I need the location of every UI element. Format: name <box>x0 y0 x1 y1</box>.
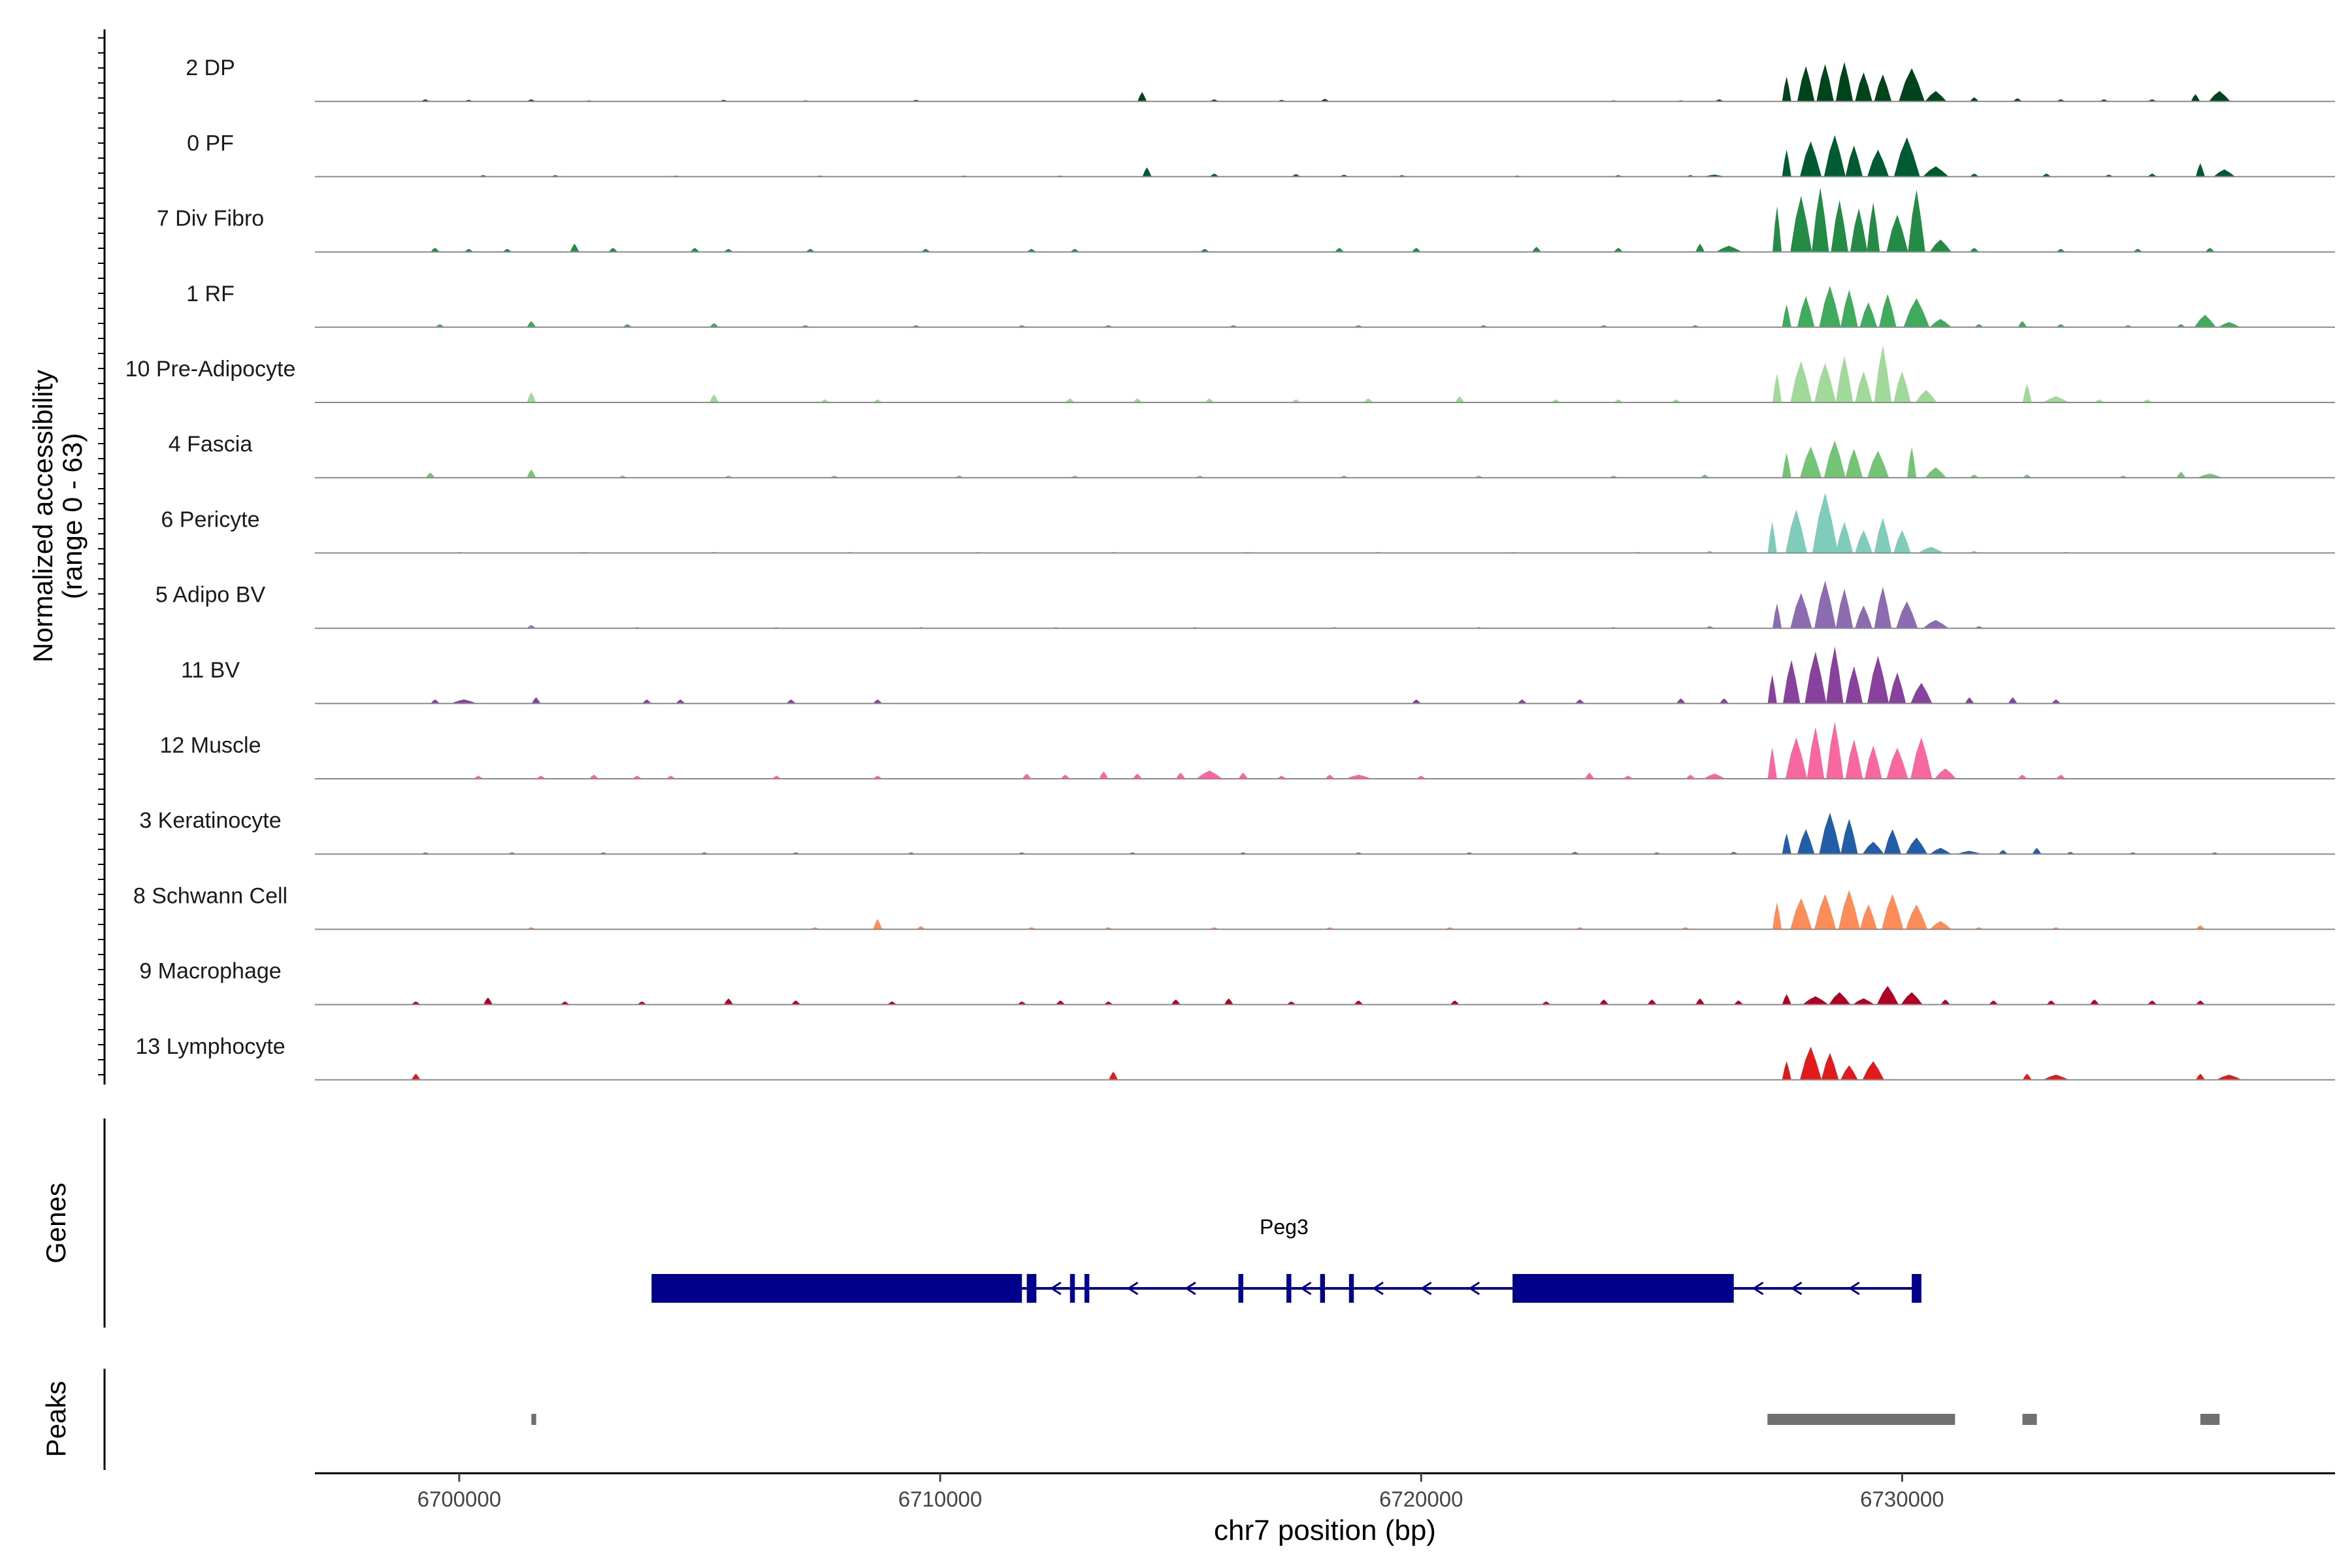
strand-arrow <box>1184 1281 1196 1296</box>
strand-arrow <box>1420 1281 1432 1296</box>
peak-region <box>2022 1414 2037 1425</box>
strand-arrow <box>1468 1281 1480 1296</box>
coverage-area <box>315 135 2335 177</box>
strand-arrow <box>1790 1281 1803 1296</box>
peak-region <box>1767 1414 1955 1425</box>
peaks-panel <box>531 1414 2220 1425</box>
strand-arrow <box>1299 1281 1312 1296</box>
coverage-tracks: 2 DP 0 PF 7 Div Fibro 1 RF 10 Pre-Adipocyte 4… <box>125 56 2335 1081</box>
track-label: 8 Schwann Cell <box>133 883 287 908</box>
track-label: 11 BV <box>181 658 240 683</box>
coverage-area <box>315 890 2335 930</box>
track-3-keratinocyte: 3 Keratinocyte <box>139 808 2335 855</box>
track-13-lymphocyte: 13 Lymphocyte <box>135 1034 2335 1081</box>
coverage-area <box>315 812 2335 855</box>
track-label: 0 PF <box>187 131 234 155</box>
coverage-area <box>315 61 2335 102</box>
gene-exon <box>1912 1274 1921 1303</box>
strand-arrow <box>1848 1281 1860 1296</box>
strand-arrow <box>1126 1281 1139 1296</box>
x-tick-label: 6720000 <box>1379 1487 1463 1511</box>
peak-region <box>531 1414 536 1425</box>
track-label: 2 DP <box>186 56 235 80</box>
gene-panel: Peg3 <box>651 1215 1921 1303</box>
coverage-area <box>315 440 2335 478</box>
track-label: 6 Pericyte <box>161 507 259 532</box>
gene-exon <box>1084 1274 1090 1303</box>
track-6-pericyte: 6 Pericyte <box>161 493 2335 554</box>
x-tick-label: 6730000 <box>1860 1487 1944 1511</box>
track-label: 3 Keratinocyte <box>139 808 281 833</box>
track-label: 13 Lymphocyte <box>135 1034 285 1059</box>
track-10-pre-adipocyte: 10 Pre-Adipocyte <box>125 345 2335 403</box>
track-5-adipo-bv: 5 Adipo BV <box>155 580 2335 629</box>
peaks-panel-label: Peaks <box>41 1381 71 1458</box>
track-label: 1 RF <box>186 282 235 306</box>
coverage-y-ticks <box>98 37 105 1075</box>
track-label: 5 Adipo BV <box>155 583 266 608</box>
x-tick-label: 6710000 <box>898 1487 982 1511</box>
track-8-schwann-cell: 8 Schwann Cell <box>133 883 2335 930</box>
genes-panel-label: Genes <box>41 1183 71 1264</box>
x-axis-title: chr7 position (bp) <box>1214 1514 1436 1546</box>
strand-arrow <box>1372 1281 1384 1296</box>
coverage-area <box>315 721 2335 779</box>
coverage-area <box>315 286 2335 327</box>
track-9-macrophage: 9 Macrophage <box>139 959 2335 1005</box>
gene-exon <box>1070 1274 1075 1303</box>
coverage-area <box>315 986 2335 1005</box>
peak-region <box>2200 1414 2220 1425</box>
track-label: 12 Muscle <box>160 733 261 758</box>
coverage-area <box>315 188 2335 252</box>
track-11-bv: 11 BV <box>181 646 2335 704</box>
coverage-area <box>315 646 2335 704</box>
gene-exon <box>1512 1274 1734 1303</box>
track-7-div-fibro: 7 Div Fibro <box>157 188 2335 253</box>
x-axis-ticks: 6700000 6710000 6720000 6730000 <box>417 1473 1944 1511</box>
strand-arrow <box>1752 1281 1764 1296</box>
gene-exon <box>1286 1274 1292 1303</box>
track-2-dp: 2 DP <box>186 56 2335 103</box>
track-1-rf: 1 RF <box>186 282 2335 328</box>
y-axis-title: Normalized accessibility <box>27 370 58 662</box>
gene-exon <box>1238 1274 1243 1303</box>
track-4-fascia: 4 Fascia <box>169 432 2335 479</box>
track-12-muscle: 12 Muscle <box>160 721 2335 779</box>
track-label: 7 Div Fibro <box>157 206 264 231</box>
gene-exon <box>1348 1274 1354 1303</box>
gene-exon <box>1320 1274 1325 1303</box>
coverage-area <box>315 1047 2335 1080</box>
strand-arrow <box>1049 1281 1062 1296</box>
x-tick-label: 6700000 <box>417 1487 501 1511</box>
track-label: 10 Pre-Adipocyte <box>125 357 296 382</box>
coverage-area <box>315 580 2335 629</box>
track-label: 9 Macrophage <box>139 959 281 984</box>
y-axis-subtitle: (range 0 - 63) <box>57 433 88 599</box>
coverage-area <box>315 345 2335 402</box>
gene-exon <box>1026 1274 1037 1303</box>
track-label: 4 Fascia <box>169 432 253 457</box>
coverage-area <box>315 493 2335 553</box>
gene-exon <box>651 1274 1022 1303</box>
gene-label-peg3: Peg3 <box>1260 1215 1309 1239</box>
track-0-pf: 0 PF <box>187 131 2335 178</box>
